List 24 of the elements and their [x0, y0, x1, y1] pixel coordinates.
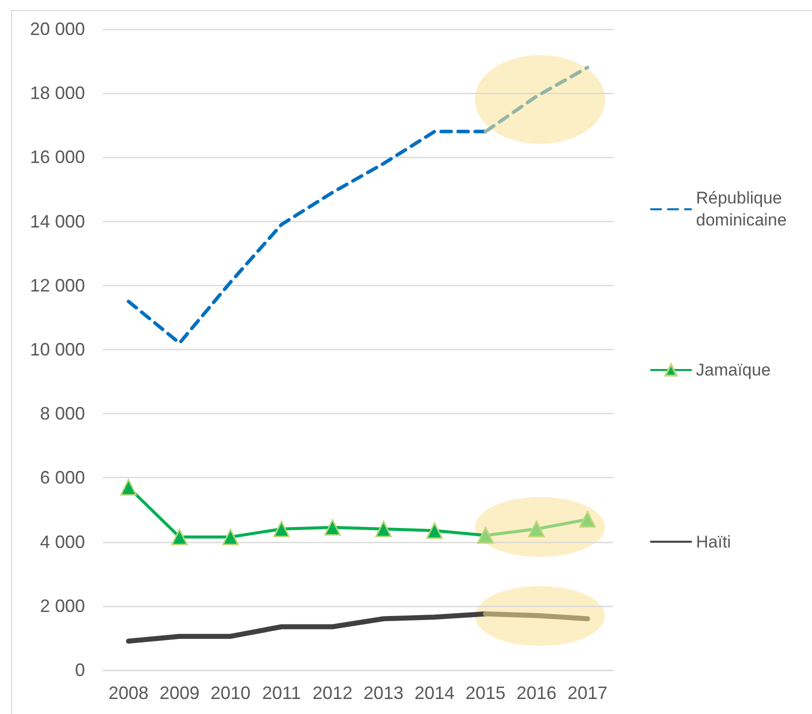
y-tick-label: 6 000: [40, 468, 85, 488]
x-tick-label: 2016: [516, 683, 557, 703]
x-tick-label: 2015: [465, 683, 506, 703]
y-tick-label: 20 000: [30, 19, 85, 39]
x-tick-label: 2011: [262, 683, 301, 703]
x-tick-label: 2013: [363, 683, 404, 703]
x-tick-label: 2012: [312, 683, 353, 703]
legend-label: Haïti: [696, 532, 731, 552]
x-tick-label: 2010: [210, 683, 251, 703]
x-tick-label: 2014: [414, 683, 455, 703]
y-tick-label: 12 000: [30, 275, 85, 296]
y-tick-label: 10 000: [30, 340, 85, 360]
legend-label: Jamaïque: [696, 360, 771, 380]
y-tick-label: 18 000: [30, 83, 85, 104]
x-tick-label: 2017: [567, 683, 608, 703]
y-tick-label: 2 000: [40, 596, 85, 616]
y-tick-label: 8 000: [40, 404, 85, 424]
y-tick-label: 14 000: [30, 211, 85, 232]
y-tick-label: 4 000: [40, 532, 85, 552]
y-tick-label: 16 000: [30, 147, 85, 168]
legend-label: République dominicaine: [696, 188, 787, 230]
y-tick-label: 0: [74, 660, 85, 680]
x-tick-label: 2009: [159, 683, 200, 703]
x-tick-label: 2008: [108, 683, 149, 703]
